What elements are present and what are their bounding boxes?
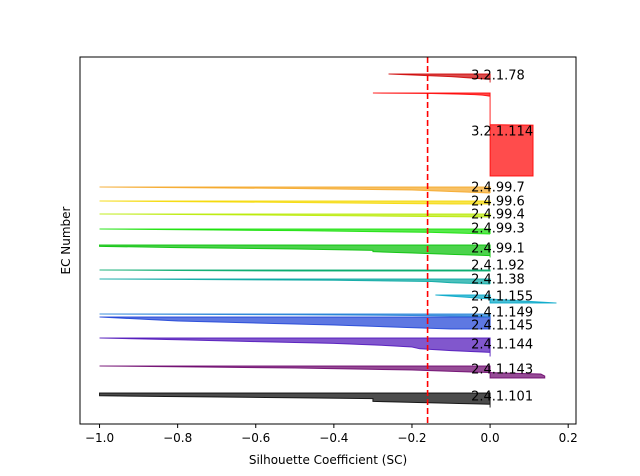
cluster-label: 2.4.99.7 xyxy=(471,181,525,196)
x-tick-label: 0.2 xyxy=(559,431,578,445)
cluster-label: 2.4.99.1 xyxy=(471,242,525,257)
cluster-label: 2.4.1.38 xyxy=(471,273,525,288)
cluster-label: 3.2.1.78 xyxy=(471,69,525,84)
x-tick-label: −0.8 xyxy=(163,431,192,445)
x-axis-title: Silhouette Coefficient (SC) xyxy=(249,453,407,467)
x-tick-label: −1.0 xyxy=(85,431,114,445)
cluster-silhouette-2-4-99-7 xyxy=(99,186,491,194)
x-ticks-layer: −1.0 −0.8 −0.6 −0.4 −0.2 0.0 0.2 xyxy=(85,424,578,445)
cluster-label: 2.4.99.3 xyxy=(471,222,525,237)
cluster-silhouette-3-2-1-114 xyxy=(372,92,534,177)
cluster-silhouette-2-4-99-4 xyxy=(99,213,491,218)
cluster-label: 2.4.1.143 xyxy=(471,363,533,378)
cluster-silhouette-3-2-1-78 xyxy=(388,73,491,83)
x-tick-label: −0.4 xyxy=(319,431,348,445)
clusters-layer xyxy=(99,73,557,408)
cluster-label: 2.4.99.6 xyxy=(471,195,525,210)
cluster-label: 2.4.1.155 xyxy=(471,290,533,305)
y-axis-title: EC Number xyxy=(59,206,73,274)
cluster-label: 2.4.1.145 xyxy=(471,319,533,334)
cluster-label: 2.4.1.92 xyxy=(471,259,525,274)
cluster-silhouette-2-4-1-38 xyxy=(99,278,491,285)
cluster-silhouette-2-4-99-3 xyxy=(99,228,491,235)
cluster-label: 2.4.99.4 xyxy=(471,208,525,223)
cluster-silhouette-2-4-1-143 xyxy=(99,365,546,379)
cluster-labels-layer: 2.4.1.1012.4.1.1432.4.1.1442.4.1.1452.4.… xyxy=(471,69,533,405)
cluster-label: 2.4.1.101 xyxy=(471,390,533,405)
cluster-silhouette-2-4-1-155 xyxy=(435,294,557,304)
cluster-silhouette-2-4-1-144 xyxy=(99,337,491,357)
cluster-label: 3.2.1.114 xyxy=(471,125,533,140)
cluster-silhouette-2-4-99-6 xyxy=(99,200,491,205)
x-tick-label: −0.2 xyxy=(397,431,426,445)
cluster-silhouette-2-4-99-1 xyxy=(99,244,491,258)
x-tick-label: −0.6 xyxy=(241,431,270,445)
cluster-silhouette-2-4-1-149 xyxy=(99,313,491,318)
cluster-silhouette-2-4-1-101 xyxy=(99,392,491,408)
cluster-silhouette-2-4-1-92 xyxy=(99,269,491,272)
cluster-label: 2.4.1.144 xyxy=(471,338,533,353)
cluster-label: 2.4.1.149 xyxy=(471,306,533,321)
x-tick-label: 0.0 xyxy=(481,431,500,445)
plot-frame xyxy=(79,56,577,425)
